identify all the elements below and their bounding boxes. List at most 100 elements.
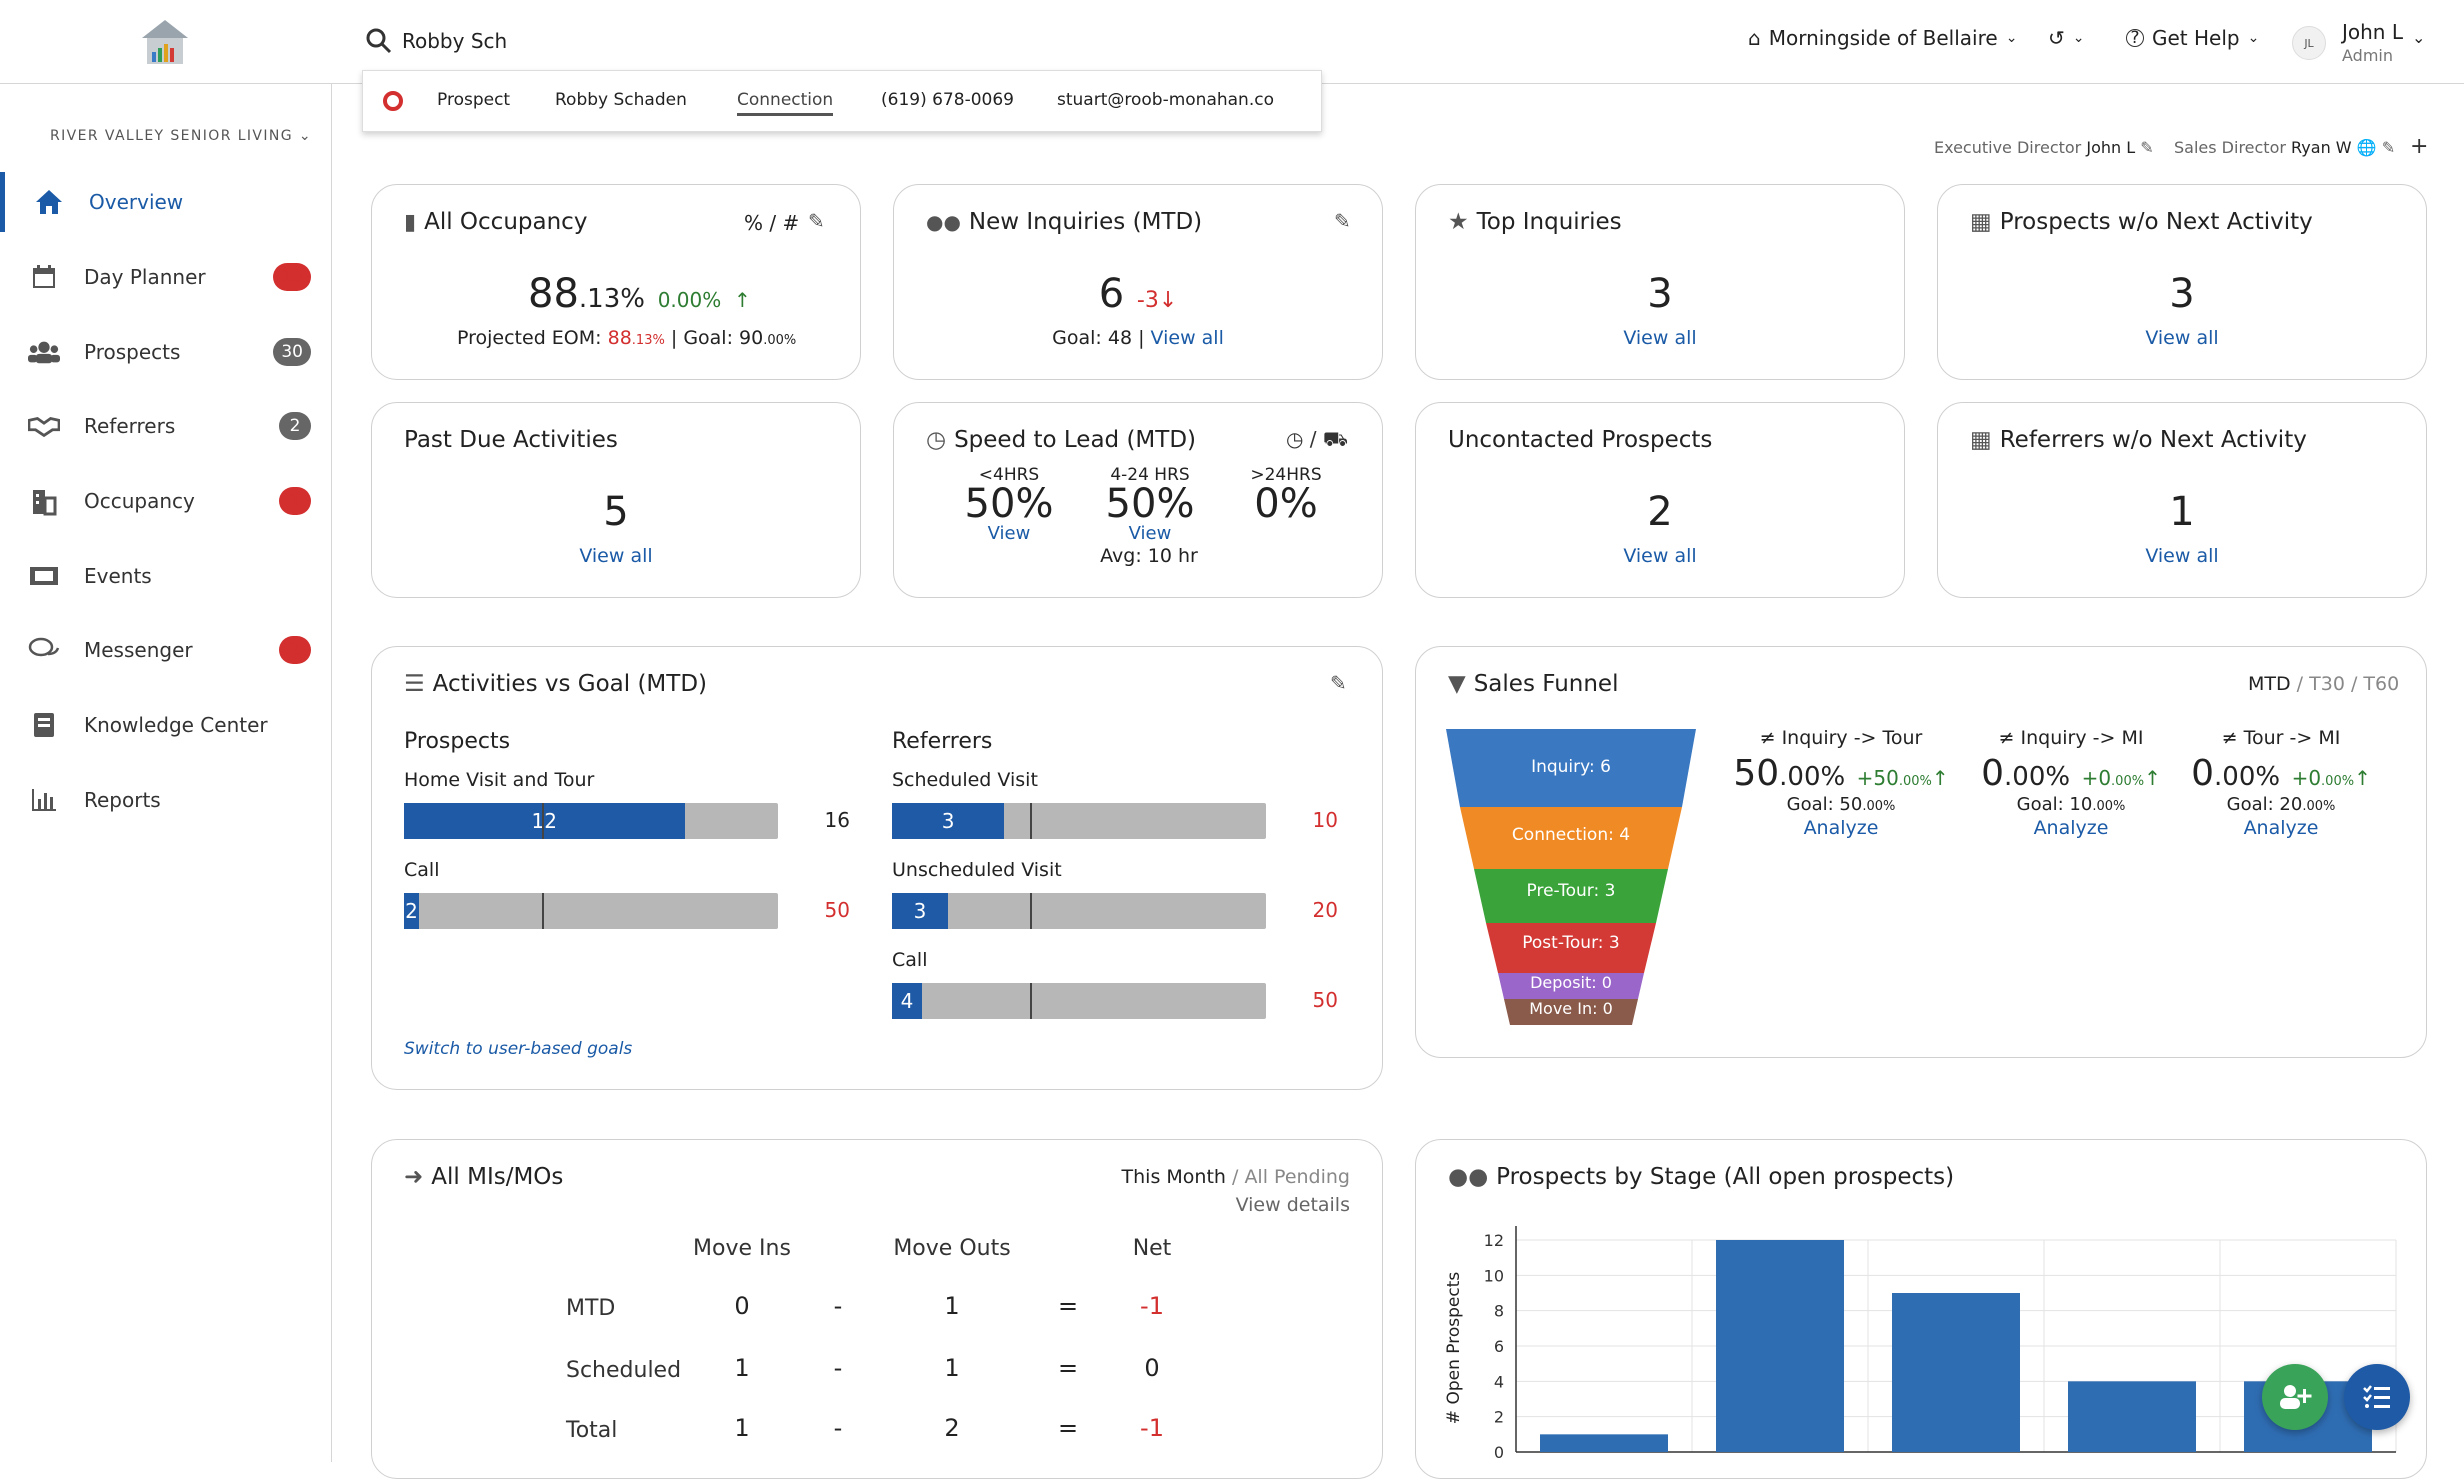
funnel-label: Post-Tour: 3 [1522, 933, 1620, 953]
task-list-button[interactable] [2344, 1364, 2410, 1430]
analyze-link[interactable]: Analyze [2243, 817, 2319, 839]
help-icon: ? [2126, 28, 2144, 48]
activity-progress-fill: 4 [892, 983, 922, 1019]
percent-count-toggle[interactable]: % / # [744, 211, 800, 235]
search-input[interactable] [402, 24, 1002, 58]
stage-bar[interactable] [2068, 1381, 2196, 1452]
funnel-label: Pre-Tour: 3 [1526, 881, 1616, 901]
sidebar-item-overview[interactable]: Overview [0, 172, 331, 232]
speed-col: >24HRS 0% [1250, 465, 1322, 527]
move-ins-value: 1 [734, 1354, 750, 1382]
community-selector[interactable]: ⌂ Morningside of Bellaire ⌄ [1748, 26, 2017, 50]
stage-bar[interactable] [1716, 1240, 1844, 1452]
prospects-heading: Prospects [404, 729, 511, 754]
add-icon[interactable]: + [2410, 134, 2429, 159]
activity-progress-bar[interactable]: 4 [892, 983, 1266, 1019]
card-title: Uncontacted Prospects [1448, 427, 1713, 453]
activity-progress-bar[interactable]: 12 [404, 803, 778, 839]
sidebar-item-referrers[interactable]: Referrers 2 [0, 396, 331, 456]
activity-progress-bar[interactable]: 3 [892, 803, 1266, 839]
view-all-link[interactable]: View all [1623, 545, 1697, 567]
users-icon [28, 336, 60, 368]
chevron-down-icon[interactable]: ⌄ [2412, 28, 2426, 47]
move-ins-value: 0 [734, 1292, 750, 1320]
sidebar-item-day-planner[interactable]: Day Planner 10 [0, 247, 331, 307]
period-mtd[interactable]: MTD [2248, 673, 2291, 695]
history-button[interactable]: ↺ ⌄ [2048, 26, 2085, 50]
add-prospect-button[interactable] [2262, 1364, 2328, 1430]
sidebar-item-prospects[interactable]: Prospects 30 [0, 322, 331, 382]
uncontacted-card: Uncontacted Prospects 2 View all [1415, 402, 1905, 598]
analyze-link[interactable]: Analyze [2033, 817, 2109, 839]
sidebar-item-reports[interactable]: Reports [0, 770, 331, 830]
activity-progress-bar[interactable]: 2 [404, 893, 778, 929]
org-selector[interactable]: RIVER VALLEY SENIOR LIVING ⌄ [50, 128, 313, 144]
card-title: New Inquiries (MTD) [968, 209, 1203, 235]
period-t60[interactable]: T60 [2363, 673, 2400, 695]
card-title: Referrers w/o Next Activity [1999, 427, 2307, 453]
y-tick-label: 10 [1484, 1266, 1504, 1285]
move-outs-value: 1 [944, 1354, 960, 1382]
count-badge: 10 [273, 263, 311, 291]
view-all-link[interactable]: View all [2145, 327, 2219, 349]
sidebar-item-label: Reports [84, 788, 161, 812]
top-inquiries-card: ★ Top Inquiries 3 View all [1415, 184, 1905, 380]
sidebar-item-messenger[interactable]: Messenger 2 [0, 620, 331, 680]
sidebar-item-occupancy[interactable]: Occupancy 1 [0, 471, 331, 531]
sidebar-item-label: Messenger [84, 638, 193, 662]
sales-director[interactable]: Sales Director Ryan W 🌐 ✎ [2174, 138, 2396, 157]
pencil-icon[interactable]: ✎ [2381, 138, 2396, 157]
tab-this-month[interactable]: This Month [1121, 1166, 1226, 1188]
activity-progress-bar[interactable]: 3 [892, 893, 1266, 929]
view-all-link[interactable]: View all [1623, 327, 1697, 349]
view-details-link[interactable]: View details [1235, 1194, 1350, 1216]
stage-bar[interactable] [1540, 1434, 1668, 1452]
community-logo[interactable] [138, 18, 192, 66]
result-name[interactable]: Robby Schaden [555, 90, 687, 110]
percent-icon: ≠ [2221, 727, 2238, 749]
get-help-button[interactable]: ? Get Help ⌄ [2126, 26, 2259, 50]
users-icon: ●● [1448, 1164, 1489, 1190]
arrow-up-icon: ↑ [2354, 766, 2371, 790]
sidebar-item-knowledge-center[interactable]: Knowledge Center [0, 695, 331, 755]
view-all-link[interactable]: View all [2145, 545, 2219, 567]
pencil-icon[interactable]: ✎ [1330, 671, 1347, 695]
funnel-segment-move-in [1504, 999, 1638, 1025]
pencil-icon[interactable]: ✎ [1334, 209, 1351, 233]
card-title: Past Due Activities [404, 427, 618, 453]
activity-goal: 50 [824, 898, 850, 922]
calendar-icon: ▦ [1970, 427, 1992, 453]
result-phone: (619) 678-0069 [881, 90, 1014, 110]
switch-goals-link[interactable]: Switch to user-based goals [404, 1039, 633, 1059]
pencil-icon[interactable]: ✎ [808, 209, 825, 233]
user-name[interactable]: John L [2342, 20, 2403, 44]
search-results-dropdown[interactable]: Prospect Robby Schaden Connection (619) … [362, 70, 1322, 132]
view-all-link[interactable]: View all [1150, 327, 1224, 349]
period-toggle[interactable]: MTD / T30 / T60 [2248, 673, 2400, 695]
handshake-icon [28, 410, 60, 442]
activity-progress-fill: 3 [892, 893, 949, 929]
pencil-icon[interactable]: ✎ [2140, 138, 2154, 157]
avatar[interactable]: JL [2292, 26, 2326, 60]
view-toggle[interactable]: ◷ / ⛟ [1286, 427, 1349, 451]
mimo-tabs[interactable]: This Month / All Pending [1121, 1166, 1350, 1188]
executive-director[interactable]: Executive Director John L ✎ [1934, 138, 2154, 157]
funnel-graphic [1446, 729, 1696, 1025]
card-title: Top Inquiries [1476, 209, 1622, 235]
clock-icon: ◷ [926, 427, 947, 453]
tab-all-pending[interactable]: All Pending [1244, 1166, 1350, 1188]
view-all-link[interactable]: View all [579, 545, 653, 567]
activities-vs-goal-card: ☰ Activities vs Goal (MTD) ✎ Prospects Re… [371, 646, 1383, 1090]
count-badge: 1 [279, 487, 311, 515]
period-t30[interactable]: T30 [2309, 673, 2345, 695]
ticket-icon [28, 560, 60, 592]
history-icon: ↺ [2048, 26, 2065, 50]
mimo-card: ➜ All MIs/MOs This Month / All Pending Vi… [371, 1139, 1383, 1479]
analyze-link[interactable]: Analyze [1803, 817, 1879, 839]
view-link[interactable]: View [1128, 523, 1172, 544]
stage-bar[interactable] [1892, 1293, 2020, 1452]
sidebar-item-events[interactable]: Events [0, 546, 331, 606]
count-badge: 2 [279, 412, 311, 440]
view-link[interactable]: View [987, 523, 1031, 544]
globe-icon[interactable]: 🌐 [2356, 138, 2377, 157]
